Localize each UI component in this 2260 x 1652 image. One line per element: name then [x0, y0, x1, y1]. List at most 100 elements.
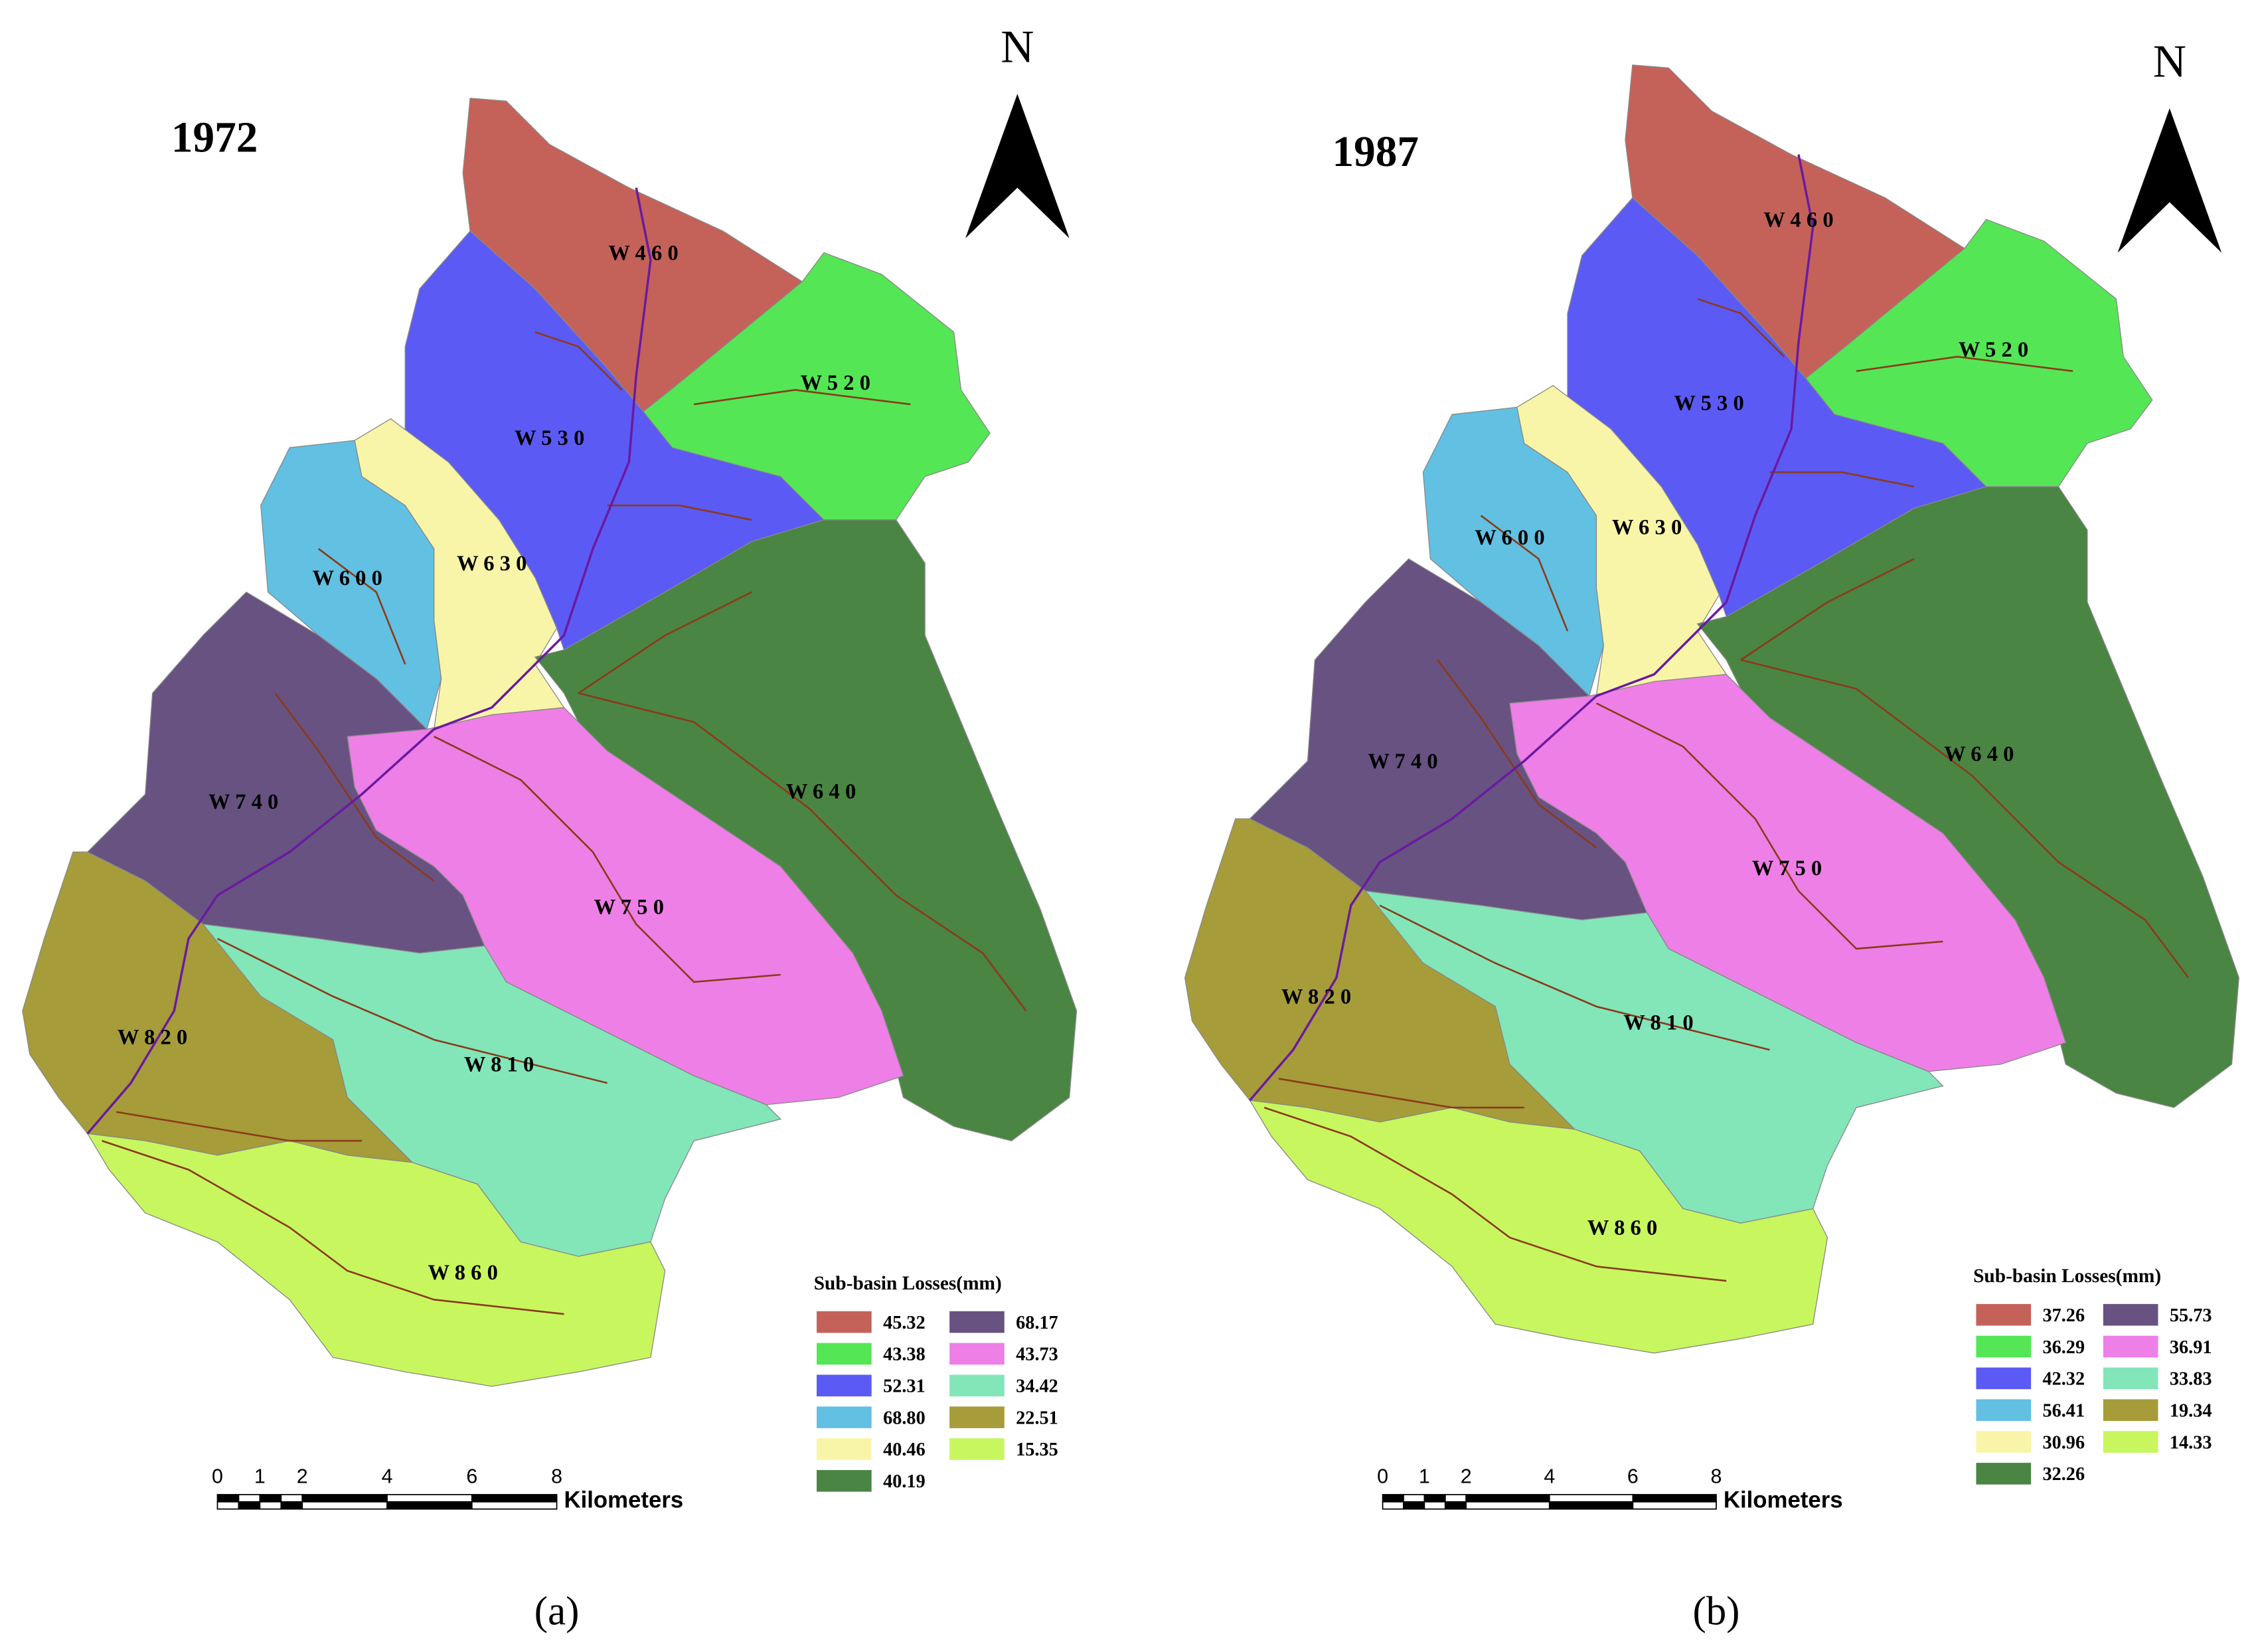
basin-label: W 7 4 0 [208, 790, 278, 814]
legend-value: 43.73 [1016, 1345, 1058, 1365]
scale-segment [301, 1501, 388, 1510]
legend-value: 33.83 [2170, 1369, 2212, 1390]
basin-label: W 6 0 0 [1475, 526, 1544, 550]
basin-label: W 6 0 0 [313, 566, 382, 590]
legend-value: 34.42 [1016, 1376, 1058, 1397]
legend-swatch [817, 1438, 872, 1460]
legend-swatch [1976, 1399, 2032, 1422]
river [1740, 659, 2190, 979]
legend-value: 19.34 [2170, 1401, 2212, 1422]
scale-segment [301, 1494, 388, 1503]
basin-label: W 4 6 0 [608, 241, 678, 265]
scale-tick-label: 0 [212, 1465, 223, 1488]
scale-segment [1423, 1501, 1446, 1510]
scale-tick-label: 0 [1377, 1465, 1388, 1488]
legend-value: 43.38 [883, 1345, 926, 1365]
scale-tick-label: 4 [382, 1465, 393, 1488]
river [1697, 297, 1785, 358]
scale-segment [386, 1501, 473, 1510]
basin-label: W 7 4 0 [1368, 750, 1437, 774]
legend-swatch [817, 1343, 872, 1365]
legend-value: 56.41 [2042, 1401, 2085, 1422]
legend-value: 14.33 [2170, 1432, 2212, 1453]
scale-tick-label: 6 [1627, 1465, 1639, 1488]
river [534, 331, 623, 391]
river [1769, 471, 1915, 488]
legend-value: 40.19 [883, 1471, 926, 1492]
main-stream [86, 187, 652, 1135]
scale-segment [216, 1501, 240, 1510]
river [317, 548, 406, 665]
scale-tick-label: 1 [1419, 1465, 1430, 1488]
scale-segment [238, 1494, 261, 1503]
scale-tick-label: 2 [1461, 1465, 1472, 1488]
panel-caption: (b) [1692, 1590, 1739, 1634]
basin-label: W 8 6 0 [1587, 1216, 1657, 1240]
scale-segment [280, 1494, 303, 1503]
legend-swatch [817, 1469, 872, 1492]
river [216, 938, 608, 1084]
river [116, 1111, 362, 1142]
legend-swatch [1976, 1431, 2032, 1453]
scale-segment [1444, 1501, 1467, 1510]
scale-tick-label: 2 [297, 1465, 308, 1488]
legend-value: 68.80 [883, 1408, 926, 1428]
main-stream [1249, 154, 1815, 1102]
scale-segment [1403, 1501, 1425, 1510]
legend-swatch [817, 1311, 872, 1333]
legend-swatch [2103, 1399, 2158, 1422]
river [1480, 515, 1569, 631]
scale-tick-label: 4 [1544, 1465, 1555, 1488]
year-label: 1972 [171, 114, 258, 161]
legend-value: 55.73 [2170, 1305, 2212, 1326]
legend-swatch [2103, 1431, 2158, 1453]
river [1437, 659, 1597, 849]
basin-label: W 8 2 0 [1281, 985, 1351, 1009]
scale-segment [1403, 1494, 1425, 1503]
legend-title: Sub-basin Losses(mm) [814, 1273, 1002, 1294]
legend-swatch [1976, 1335, 2032, 1358]
legend-value: 22.51 [1016, 1408, 1058, 1428]
scale-segment [386, 1494, 473, 1503]
river [1379, 904, 1770, 1051]
river [578, 591, 752, 695]
legend-value: 36.91 [2170, 1337, 2212, 1358]
scale-segment [1632, 1494, 1717, 1503]
map-panel: W 4 6 0 W 5 2 0 W 5 3 0 W 6 0 0 W 6 3 0 W 6 4… [1184, 36, 2239, 1634]
legend-value: 42.32 [2042, 1369, 2085, 1390]
legend-value: 52.31 [883, 1376, 926, 1397]
river [1263, 1106, 1727, 1282]
basin-label: W 5 2 0 [801, 371, 870, 395]
scale-segment [1548, 1494, 1634, 1503]
scale-segment [1382, 1494, 1404, 1503]
scale-tick-label: 8 [551, 1465, 562, 1488]
legend-value: 37.26 [2042, 1305, 2085, 1326]
legend-value: 30.96 [2042, 1432, 2085, 1453]
river [1278, 1078, 1524, 1109]
north-arrow [965, 94, 1070, 238]
river [578, 692, 1027, 1012]
river [1740, 558, 1915, 661]
scale-segment [1444, 1494, 1467, 1503]
panel-caption: (a) [534, 1590, 580, 1634]
scale-unit: Kilometers [564, 1488, 683, 1513]
legend-value: 36.29 [2042, 1337, 2085, 1358]
north-label: N [1001, 22, 1034, 73]
sub-basin [1249, 1100, 1828, 1354]
scale-segment [280, 1501, 303, 1510]
year-label: 1987 [1332, 128, 1418, 176]
basin-label: W 8 1 0 [1623, 1011, 1693, 1035]
legend-value: 32.26 [2042, 1464, 2085, 1485]
basin-map [22, 98, 1078, 1387]
scale-segment [1465, 1494, 1550, 1503]
legend-swatch [949, 1406, 1005, 1428]
legend-value: 40.46 [883, 1440, 926, 1460]
scale-tick-label: 8 [1711, 1465, 1722, 1488]
basin-label: W 5 3 0 [1674, 392, 1743, 416]
basin-label: W 5 2 0 [1959, 338, 2028, 362]
scale-tick-label: 6 [466, 1465, 477, 1488]
legend-title: Sub-basin Losses(mm) [1973, 1266, 2161, 1287]
legend-swatch [949, 1343, 1005, 1365]
basin-label: W 6 3 0 [1612, 516, 1682, 540]
